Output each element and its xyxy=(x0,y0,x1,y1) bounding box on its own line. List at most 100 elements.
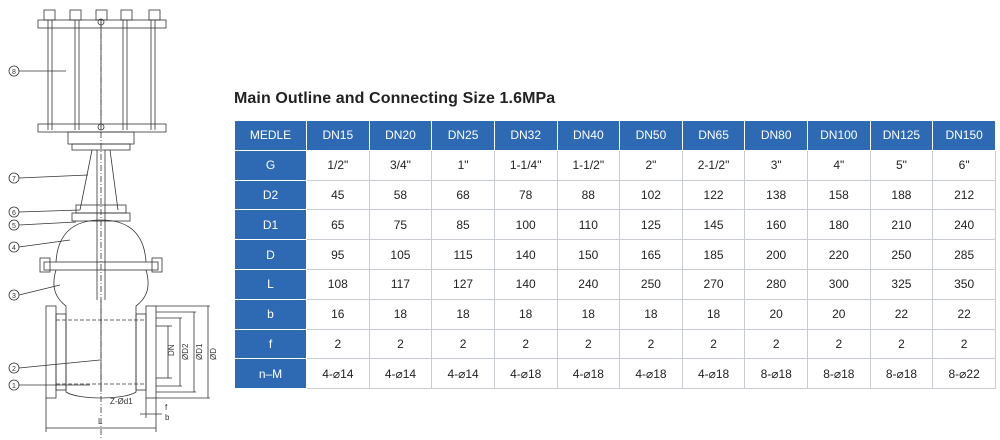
table-cell: 4-⌀18 xyxy=(556,358,621,390)
table-cell: 2 xyxy=(619,328,683,360)
spec-table-body: MEDLE DN15 DN20 DN25 DN32 DN40 DN50 DN65… xyxy=(234,120,996,390)
dim-d1: ØD1 xyxy=(195,343,204,360)
dim-l: L xyxy=(98,417,103,426)
size-header: DN25 xyxy=(431,120,495,151)
table-cell: 18 xyxy=(681,298,746,330)
table-cell: 285 xyxy=(932,239,996,270)
table-cell: 8-⌀18 xyxy=(869,358,934,390)
table-cell: 117 xyxy=(368,268,433,300)
table-cell: 78 xyxy=(493,179,558,211)
table-cell: 1-1/2" xyxy=(556,149,621,181)
table-cell: 2-1/2" xyxy=(681,149,746,181)
table-cell: 8-⌀18 xyxy=(807,358,871,390)
row-label: D1 xyxy=(234,209,307,241)
table-row: D 95 105 115 140 150 165 185 200 220 250 285 xyxy=(234,239,996,270)
callout-7: 7 xyxy=(12,176,16,183)
valve-diagram: 8 7 6 5 4 3 2 1 DN ØD2 ØD1 ØD L Z-Ød1 f … xyxy=(8,9,218,440)
page-title: Main Outline and Connecting Size 1.6MPa xyxy=(234,90,556,107)
table-cell: 4-⌀14 xyxy=(431,358,495,390)
table-cell: 270 xyxy=(681,268,746,300)
table-cell: 1" xyxy=(431,149,495,181)
valve-drawing: 8 7 6 5 4 3 2 1 DN ØD2 ØD1 ØD L Z-Ød1 f … xyxy=(0,0,232,440)
table-cell: 3" xyxy=(744,149,808,181)
table-cell: 138 xyxy=(744,179,808,211)
dim-b: b xyxy=(165,413,170,422)
table-cell: 122 xyxy=(681,179,746,211)
table-cell: 158 xyxy=(807,179,871,211)
callout-2: 2 xyxy=(12,366,16,373)
table-cell: 125 xyxy=(619,209,683,241)
table-cell: 250 xyxy=(869,239,934,270)
table-cell: 2 xyxy=(744,328,808,360)
table-row: G 1/2" 3/4" 1" 1-1/4" 1-1/2" 2" 2-1/2" 3" 4" 5" 6" xyxy=(234,149,996,181)
table-cell: 108 xyxy=(306,268,370,300)
size-header: DN32 xyxy=(493,120,558,151)
size-header: DN65 xyxy=(681,120,746,151)
table-cell: 150 xyxy=(556,239,621,270)
table-cell: 350 xyxy=(932,268,996,300)
table-cell: 88 xyxy=(556,179,621,211)
table-cell: 102 xyxy=(619,179,683,211)
callout-4: 4 xyxy=(12,245,16,252)
table-cell: 20 xyxy=(807,298,871,330)
dim-dn: DN xyxy=(167,344,176,356)
table-cell: 4" xyxy=(807,149,871,181)
table-cell: 100 xyxy=(493,209,558,241)
row-label: n–M xyxy=(234,358,307,390)
table-cell: 250 xyxy=(619,268,683,300)
table-cell: 16 xyxy=(306,298,370,330)
table-cell: 22 xyxy=(932,298,996,330)
table-cell: 8-⌀22 xyxy=(932,358,996,390)
header-row: MEDLE DN15 DN20 DN25 DN32 DN40 DN50 DN65… xyxy=(234,120,996,151)
table-cell: 4-⌀18 xyxy=(619,358,683,390)
table-cell: 240 xyxy=(932,209,996,241)
table-row: D1 65 75 85 100 110 125 145 160 180 210 240 xyxy=(234,209,996,241)
table-cell: 210 xyxy=(869,209,934,241)
table-cell: 2 xyxy=(932,328,996,360)
table-cell: 65 xyxy=(306,209,370,241)
spec-table: MEDLE DN15 DN20 DN25 DN32 DN40 DN50 DN65… xyxy=(234,120,996,390)
table-cell: 20 xyxy=(744,298,808,330)
table-cell: 220 xyxy=(807,239,871,270)
dim-d2: ØD2 xyxy=(181,343,190,360)
table-cell: 18 xyxy=(368,298,433,330)
table-cell: 18 xyxy=(619,298,683,330)
dim-d: ØD xyxy=(209,348,218,360)
row-label: b xyxy=(234,298,307,330)
size-header: DN100 xyxy=(807,120,871,151)
table-cell: 110 xyxy=(556,209,621,241)
table-cell: 325 xyxy=(869,268,934,300)
table-cell: 240 xyxy=(556,268,621,300)
table-cell: 5" xyxy=(869,149,934,181)
table-cell: 68 xyxy=(431,179,495,211)
dim-z: Z-Ød1 xyxy=(110,397,133,406)
callout-5: 5 xyxy=(12,223,16,230)
table-cell: 140 xyxy=(493,268,558,300)
table-cell: 4-⌀18 xyxy=(681,358,746,390)
table-cell: 140 xyxy=(493,239,558,270)
table-row: n–M 4-⌀14 4-⌀14 4-⌀14 4-⌀18 4-⌀18 4-⌀18 4-⌀18 8-… xyxy=(234,358,996,390)
row-label: D2 xyxy=(234,179,307,211)
table-cell: 185 xyxy=(681,239,746,270)
table-cell: 18 xyxy=(431,298,495,330)
table-cell: 160 xyxy=(744,209,808,241)
table-cell: 45 xyxy=(306,179,370,211)
size-header: DN125 xyxy=(869,120,934,151)
table-cell: 2 xyxy=(807,328,871,360)
table-cell: 58 xyxy=(368,179,433,211)
table-cell: 3/4" xyxy=(368,149,433,181)
table-cell: 18 xyxy=(493,298,558,330)
table-cell: 22 xyxy=(869,298,934,330)
table-cell: 165 xyxy=(619,239,683,270)
table-cell: 145 xyxy=(681,209,746,241)
callout-1: 1 xyxy=(12,383,16,390)
table-cell: 2 xyxy=(431,328,495,360)
table-cell: 18 xyxy=(556,298,621,330)
table-cell: 2" xyxy=(619,149,683,181)
table-cell: 180 xyxy=(807,209,871,241)
table-cell: 212 xyxy=(932,179,996,211)
table-cell: 300 xyxy=(807,268,871,300)
table-cell: 95 xyxy=(306,239,370,270)
callout-8: 8 xyxy=(12,69,16,76)
